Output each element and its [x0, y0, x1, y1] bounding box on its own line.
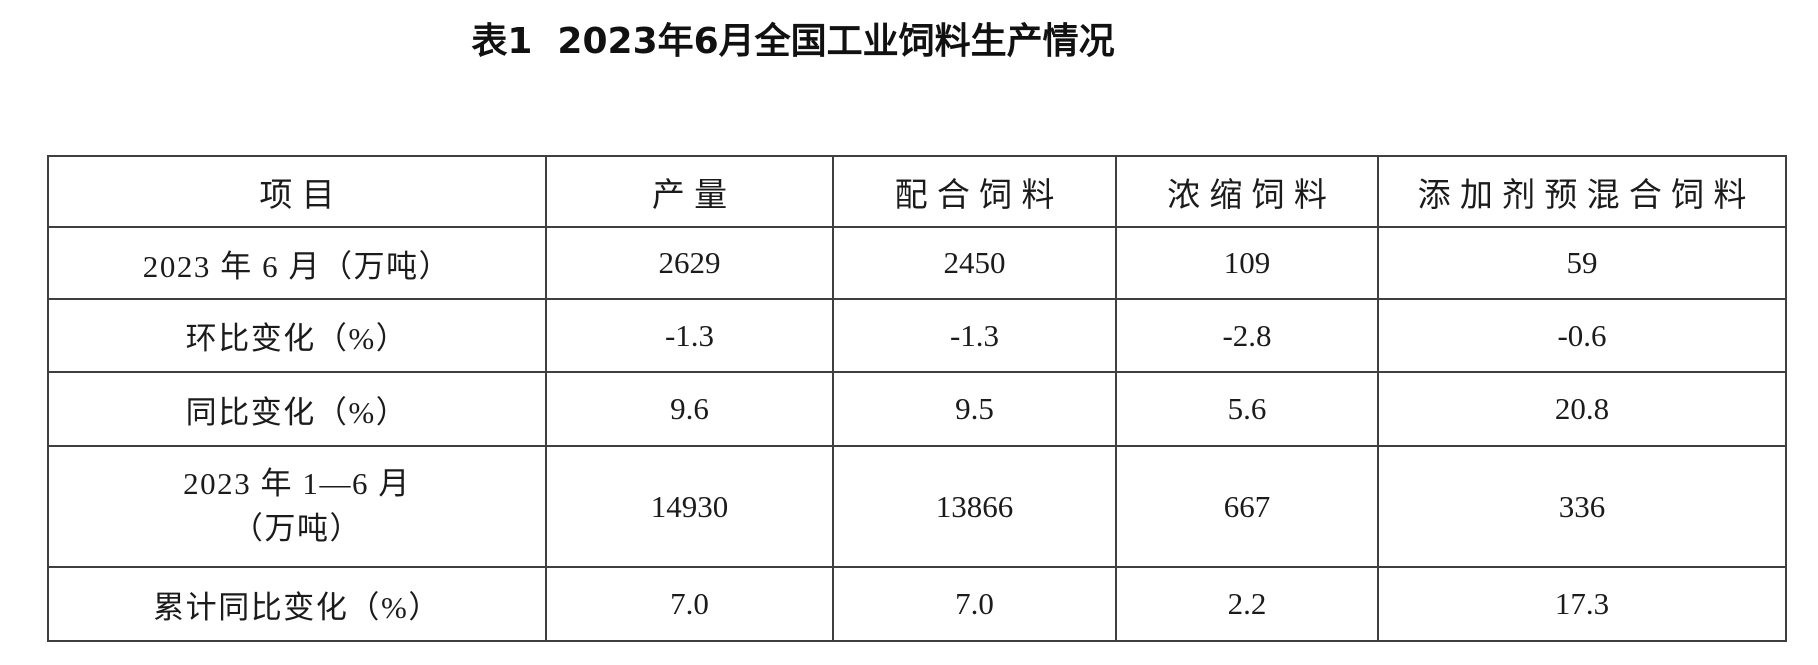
- table-row-yoy-change: 同比变化（%） 9.6 9.5 5.6 20.8: [47, 371, 1787, 447]
- value-cell: 9.5: [832, 371, 1117, 447]
- value-cell: -1.3: [832, 298, 1117, 373]
- col-header-concentrated-feed: 浓缩饲料: [1115, 155, 1379, 228]
- feed-production-table: 项目 产量 配合饲料 浓缩饲料 添加剂预混合饲料 2023 年 6 月（万吨） …: [47, 155, 1787, 642]
- value-cell: -2.8: [1115, 298, 1379, 373]
- value-cell: 14930: [545, 445, 834, 568]
- row-label: 同比变化（%）: [47, 371, 547, 447]
- value-cell: 2450: [832, 226, 1117, 300]
- row-label-line2: （万吨）: [231, 510, 363, 546]
- table-row-june-output: 2023 年 6 月（万吨） 2629 2450 109 59: [47, 226, 1787, 300]
- value-cell: 2.2: [1115, 566, 1379, 642]
- row-label-line1: 2023 年 1—6 月: [183, 465, 411, 501]
- value-cell: 109: [1115, 226, 1379, 300]
- table-row-cumulative-yoy-change: 累计同比变化（%） 7.0 7.0 2.2 17.3: [47, 566, 1787, 642]
- value-cell: -0.6: [1377, 298, 1787, 373]
- value-cell: 20.8: [1377, 371, 1787, 447]
- table-row-jan-june-output: 2023 年 1—6 月 （万吨） 14930 13866 667 336: [47, 445, 1787, 568]
- col-header-compound-feed: 配合饲料: [832, 155, 1117, 228]
- value-cell: 667: [1115, 445, 1379, 568]
- col-header-item: 项目: [47, 155, 547, 228]
- value-cell: 5.6: [1115, 371, 1379, 447]
- table-row-mom-change: 环比变化（%） -1.3 -1.3 -2.8 -0.6: [47, 298, 1787, 373]
- row-label: 累计同比变化（%）: [47, 566, 547, 642]
- production-table: 项目 产量 配合饲料 浓缩饲料 添加剂预混合饲料 2023 年 6 月（万吨） …: [47, 155, 1787, 642]
- table-title: 表1 2023年6月全国工业饲料生产情况: [471, 21, 1115, 62]
- col-header-output: 产量: [545, 155, 834, 228]
- value-cell: 7.0: [545, 566, 834, 642]
- value-cell: 336: [1377, 445, 1787, 568]
- value-cell: 59: [1377, 226, 1787, 300]
- row-label: 2023 年 1—6 月 （万吨）: [47, 445, 547, 568]
- row-label: 环比变化（%）: [47, 298, 547, 373]
- header-row: 项目 产量 配合饲料 浓缩饲料 添加剂预混合饲料: [47, 155, 1787, 228]
- value-cell: 9.6: [545, 371, 834, 447]
- row-label: 2023 年 6 月（万吨）: [47, 226, 547, 300]
- value-cell: 17.3: [1377, 566, 1787, 642]
- value-cell: -1.3: [545, 298, 834, 373]
- value-cell: 7.0: [832, 566, 1117, 642]
- value-cell: 2629: [545, 226, 834, 300]
- value-cell: 13866: [832, 445, 1117, 568]
- col-header-additive-premix-feed: 添加剂预混合饲料: [1377, 155, 1787, 228]
